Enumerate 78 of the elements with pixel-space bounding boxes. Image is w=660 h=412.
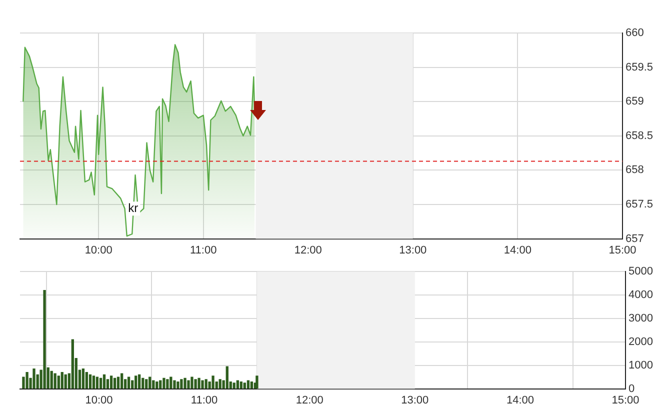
- bar: [113, 378, 116, 389]
- y-tick-label: 2000: [628, 336, 654, 348]
- bar: [232, 382, 236, 389]
- bar: [152, 380, 155, 389]
- x-tick-label: 15:00: [612, 394, 640, 406]
- y-tick-label: 659: [625, 96, 644, 108]
- bar: [198, 378, 200, 389]
- y-tick-label: 1000: [628, 359, 654, 372]
- y-tick-label: 658: [625, 164, 644, 176]
- bar: [201, 380, 204, 389]
- bar: [243, 382, 246, 389]
- bar: [170, 376, 172, 389]
- bar: [212, 376, 214, 389]
- x-tick-label: 11:00: [190, 244, 217, 256]
- bar: [120, 373, 124, 389]
- bar: [43, 290, 46, 389]
- bar: [176, 381, 180, 389]
- bar: [64, 374, 67, 389]
- bar: [50, 370, 53, 389]
- bar: [240, 381, 242, 389]
- bar: [246, 380, 250, 389]
- bar: [190, 376, 194, 389]
- y-tick-label: 0: [628, 382, 635, 395]
- bar: [134, 376, 138, 389]
- annotation: kr: [128, 200, 138, 215]
- x-tick-label: 14:00: [506, 394, 534, 406]
- bar: [85, 372, 88, 389]
- bar: [138, 374, 141, 389]
- bar: [88, 374, 92, 389]
- bar: [173, 380, 176, 389]
- bar: [148, 376, 152, 389]
- bar: [82, 368, 85, 389]
- bar: [218, 379, 222, 389]
- y-tick-label: 658.5: [625, 130, 654, 142]
- y-tick-label: 657.5: [625, 198, 654, 211]
- bar: [26, 372, 28, 389]
- bar: [180, 379, 183, 389]
- x-tick-label: 13:00: [401, 394, 429, 406]
- x-tick-label: 12:00: [296, 394, 324, 406]
- x-tick-label: 12:00: [294, 244, 322, 256]
- x-tick-label: 15:00: [608, 244, 636, 256]
- bar: [99, 378, 102, 389]
- bar: [159, 380, 162, 389]
- x-tick-label: 10:00: [85, 394, 113, 406]
- y-tick-label: 659.5: [625, 61, 654, 74]
- bar: [156, 381, 158, 389]
- bar: [204, 379, 208, 389]
- bar: [96, 376, 99, 389]
- bar: [57, 376, 60, 389]
- bar: [54, 373, 56, 389]
- y-tick-label: 657: [625, 232, 644, 245]
- x-tick-label: 11:00: [190, 394, 218, 406]
- bar: [60, 372, 64, 389]
- y-tick-label: 3000: [628, 312, 654, 325]
- bar: [236, 380, 240, 389]
- y-tick-label: 4000: [628, 289, 654, 302]
- bar: [256, 376, 258, 389]
- x-tick-label: 13:00: [399, 244, 427, 256]
- bar: [184, 378, 186, 389]
- bar: [127, 376, 130, 389]
- bar: [92, 376, 96, 389]
- bar: [32, 368, 36, 389]
- x-tick-label: 14:00: [504, 244, 532, 256]
- y-tick-label: 660: [625, 27, 644, 40]
- bar: [226, 366, 228, 389]
- bar: [102, 374, 106, 389]
- bar: [116, 376, 120, 389]
- bar: [145, 379, 148, 389]
- bar: [142, 378, 144, 389]
- bar: [187, 380, 190, 389]
- bar: [194, 379, 197, 389]
- bar: [71, 339, 74, 389]
- bar: [250, 381, 254, 389]
- y-tick-label: 5000: [628, 266, 654, 278]
- x-tick-label: 10:00: [84, 244, 112, 256]
- bar: [110, 376, 113, 389]
- bar: [166, 379, 169, 389]
- bar: [162, 378, 166, 389]
